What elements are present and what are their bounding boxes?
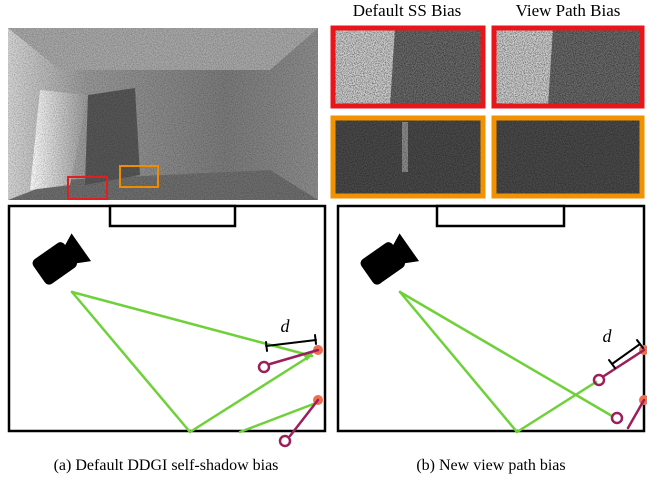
- crop-orange-default: [330, 115, 486, 199]
- caption: (b) New view path bias: [416, 457, 565, 474]
- column-header: Default SS Bias: [353, 1, 462, 20]
- crop-red-default: [330, 25, 486, 109]
- crop-orange-viewpath: [491, 115, 645, 199]
- crop-red-viewpath: [491, 25, 645, 109]
- caption: (a) Default DDGI self-shadow bias: [54, 457, 279, 474]
- diagram-b: d: [336, 204, 647, 434]
- distance-label: d: [281, 316, 291, 336]
- render-image: [8, 28, 318, 200]
- diagram-a: d: [7, 204, 327, 448]
- column-header: View Path Bias: [516, 1, 621, 20]
- distance-label: d: [603, 326, 613, 346]
